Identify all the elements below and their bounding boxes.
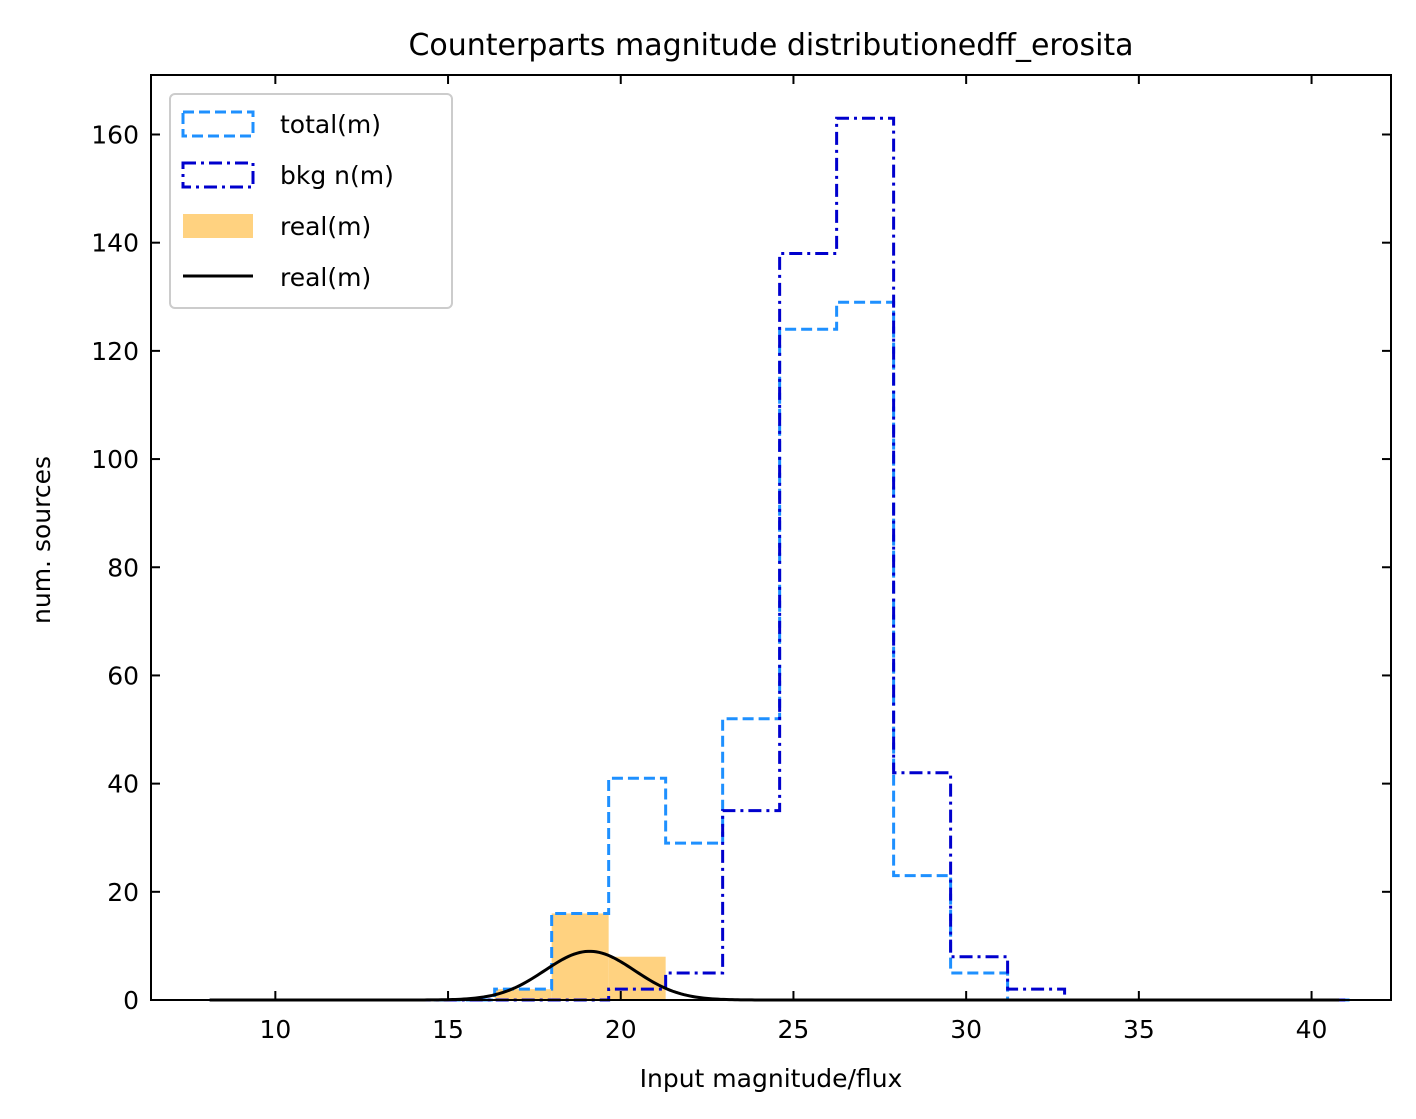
x-tick-label: 35 — [1123, 1015, 1155, 1044]
real-bar — [494, 989, 552, 1000]
real-gaussian-line — [209, 949, 1340, 1002]
legend-label-bkg: bkg n(m) — [280, 161, 394, 190]
x-tick-label: 15 — [432, 1015, 464, 1044]
chart-title: Counterparts magnitude distributionedff_… — [408, 28, 1133, 63]
legend-label-real-bars: real(m) — [280, 212, 371, 241]
x-axis-label: Input magnitude/flux — [640, 1064, 903, 1093]
y-axis-ticks: 0 20 40 60 80 100 120 140 160 — [91, 121, 1391, 1015]
legend-box — [169, 93, 453, 309]
legend-swatch-real-bars — [183, 214, 253, 238]
x-tick-label: 40 — [1296, 1015, 1328, 1044]
legend-swatch-bkg — [181, 161, 255, 189]
legend: total(m) bkg n(m) real(m) real(m) — [169, 93, 453, 309]
legend-label-total: total(m) — [280, 110, 381, 139]
y-tick-label: 40 — [107, 770, 139, 799]
y-tick-label: 120 — [91, 337, 139, 366]
y-tick-label: 100 — [91, 445, 139, 474]
x-tick-label: 30 — [950, 1015, 982, 1044]
plot-frame — [150, 74, 1392, 1001]
x-tick-label: 20 — [605, 1015, 637, 1044]
y-tick-label: 60 — [107, 661, 139, 690]
y-tick-label: 160 — [91, 121, 139, 150]
legend-label-real-line: real(m) — [280, 263, 371, 292]
y-axis-label: num. sources — [27, 456, 56, 624]
legend-swatch-total — [181, 110, 255, 138]
y-tick-label: 20 — [107, 878, 139, 907]
x-tick-label: 10 — [259, 1015, 291, 1044]
y-tick-label: 80 — [107, 553, 139, 582]
x-axis-ticks: 10 15 20 25 30 35 40 — [259, 75, 1327, 1044]
y-tick-label: 140 — [91, 229, 139, 258]
real-bars — [494, 913, 666, 1000]
real-bar — [551, 913, 609, 1000]
y-tick-label: 0 — [123, 986, 139, 1015]
real-bar — [608, 956, 666, 1000]
x-tick-label: 25 — [778, 1015, 810, 1044]
